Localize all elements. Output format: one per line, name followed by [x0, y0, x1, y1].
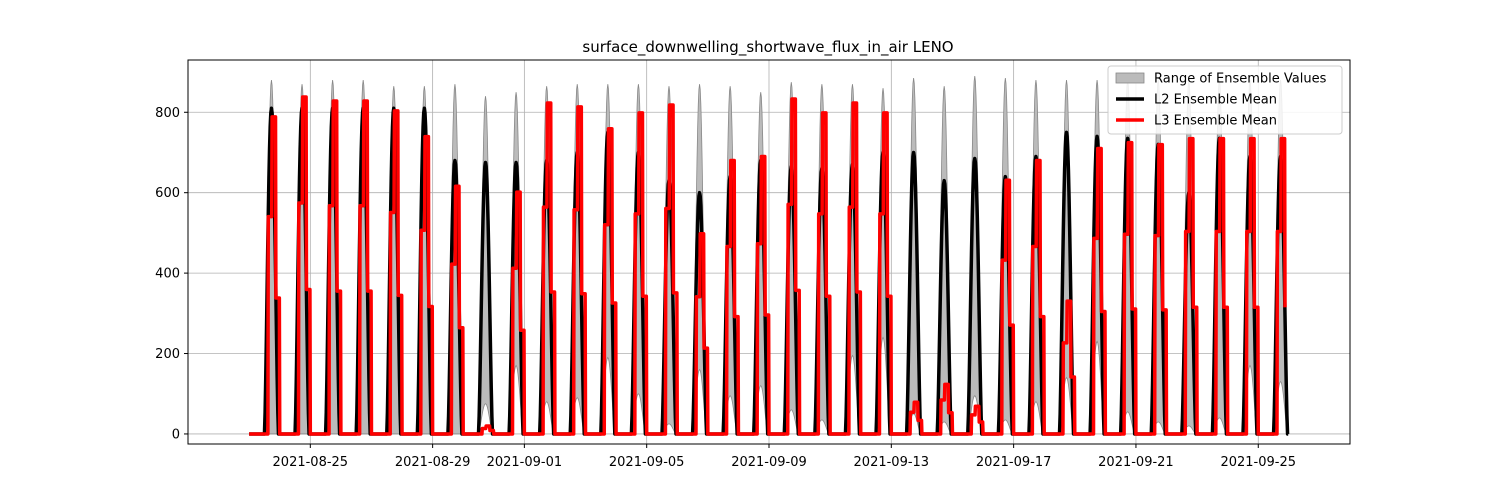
x-tick-label: 2021-08-25 — [273, 455, 349, 470]
x-tick-label: 2021-09-01 — [487, 455, 563, 470]
x-tick-label: 2021-09-09 — [731, 455, 807, 470]
ensemble-mean-lines — [248, 95, 1290, 436]
legend-label: Range of Ensemble Values — [1154, 72, 1327, 87]
y-tick-label: 200 — [155, 347, 180, 362]
x-tick-label: 2021-09-21 — [1098, 455, 1174, 470]
legend-label: L2 Ensemble Mean — [1154, 93, 1277, 108]
x-tick-label: 2021-09-17 — [976, 455, 1052, 470]
y-tick-label: 600 — [155, 186, 180, 201]
legend-swatch-band — [1115, 72, 1145, 84]
legend-label: L3 Ensemble Mean — [1154, 114, 1277, 129]
x-tick-label: 2021-09-13 — [854, 455, 930, 470]
l3-ensemble-mean-line — [249, 95, 1287, 436]
x-tick-label: 2021-09-05 — [609, 455, 685, 470]
y-tick-label: 400 — [155, 267, 180, 282]
x-tick-label: 2021-08-29 — [395, 455, 471, 470]
legend: Range of Ensemble Values L2 Ensemble Mean… — [1107, 65, 1343, 135]
chart-title: surface_downwelling_shortwave_flux_in_ai… — [582, 38, 953, 57]
x-tick-label: 2021-09-25 — [1220, 455, 1296, 470]
y-tick-label: 800 — [155, 106, 180, 121]
axes: 0 200 400 600 800 2021-08-25 2021-08-29 2021-09… — [155, 106, 1296, 470]
legend-box — [1107, 65, 1343, 135]
y-tick-label: 0 — [172, 427, 180, 442]
